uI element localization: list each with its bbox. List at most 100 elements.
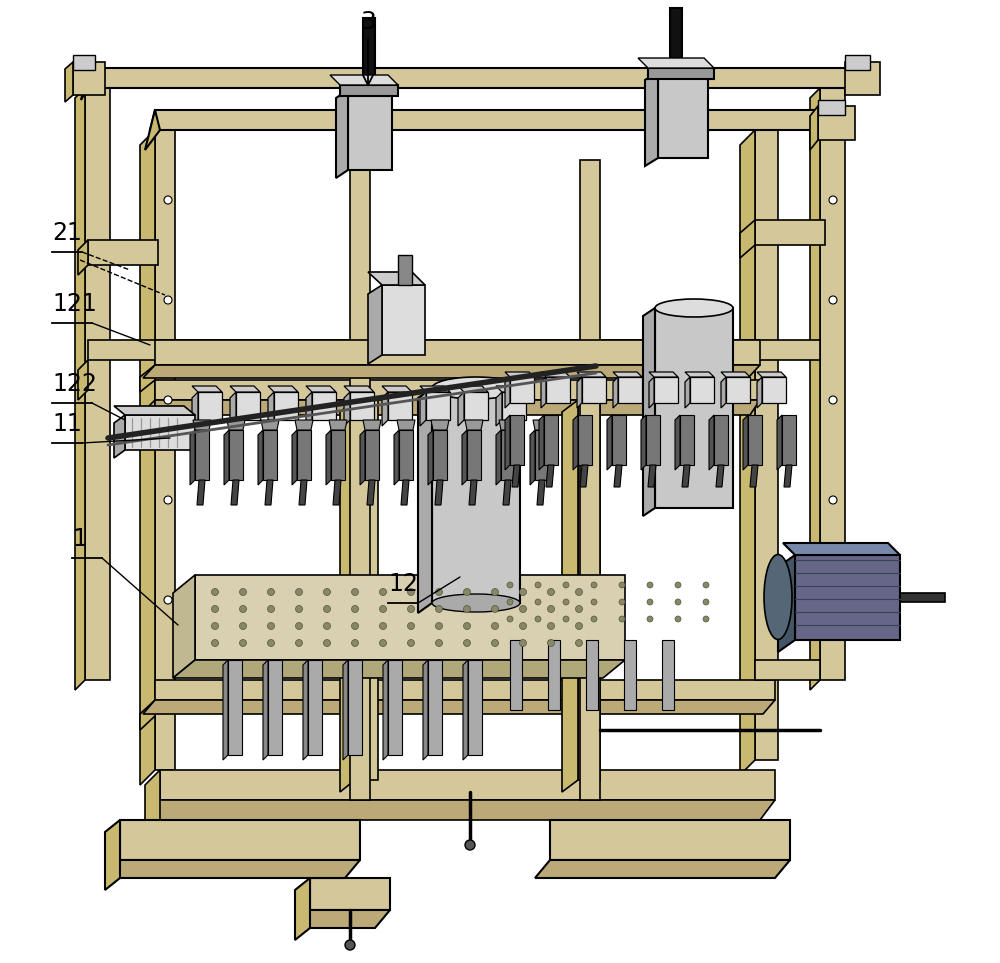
Polygon shape	[578, 415, 592, 465]
Text: 11: 11	[52, 412, 82, 436]
Polygon shape	[544, 415, 558, 465]
Polygon shape	[145, 800, 775, 820]
Polygon shape	[195, 575, 625, 660]
Polygon shape	[709, 415, 714, 470]
Polygon shape	[721, 377, 726, 408]
Polygon shape	[539, 415, 544, 470]
Polygon shape	[292, 430, 297, 485]
Circle shape	[520, 622, 526, 630]
Polygon shape	[618, 377, 642, 403]
Circle shape	[535, 582, 541, 588]
Polygon shape	[757, 372, 786, 377]
Polygon shape	[428, 660, 442, 755]
Circle shape	[268, 639, 274, 646]
Polygon shape	[333, 480, 341, 505]
Polygon shape	[467, 430, 481, 480]
Polygon shape	[580, 160, 600, 800]
Polygon shape	[173, 575, 195, 678]
Circle shape	[324, 588, 330, 595]
Circle shape	[268, 588, 274, 595]
Polygon shape	[535, 430, 549, 480]
Polygon shape	[340, 400, 355, 792]
Polygon shape	[458, 386, 488, 392]
Circle shape	[240, 606, 246, 612]
Polygon shape	[382, 386, 412, 392]
Polygon shape	[223, 660, 228, 760]
Polygon shape	[646, 415, 660, 465]
Polygon shape	[614, 465, 622, 487]
Circle shape	[240, 588, 246, 595]
Polygon shape	[562, 400, 578, 792]
Polygon shape	[468, 660, 482, 755]
Polygon shape	[230, 392, 236, 426]
Polygon shape	[420, 386, 450, 392]
Circle shape	[703, 599, 709, 605]
Polygon shape	[784, 465, 792, 487]
Circle shape	[212, 622, 218, 630]
Polygon shape	[114, 415, 125, 458]
Circle shape	[240, 639, 246, 646]
Circle shape	[829, 596, 837, 604]
Polygon shape	[505, 377, 510, 408]
Polygon shape	[331, 430, 345, 480]
Polygon shape	[398, 255, 412, 285]
Circle shape	[296, 606, 302, 612]
Circle shape	[268, 622, 274, 630]
Circle shape	[535, 599, 541, 605]
Circle shape	[212, 639, 218, 646]
Circle shape	[535, 616, 541, 622]
Circle shape	[647, 616, 653, 622]
Circle shape	[296, 588, 302, 595]
Text: 121: 121	[52, 292, 97, 316]
Polygon shape	[638, 58, 714, 68]
Polygon shape	[330, 75, 398, 85]
Polygon shape	[648, 68, 714, 79]
Polygon shape	[229, 430, 243, 480]
Polygon shape	[431, 420, 449, 430]
Polygon shape	[340, 85, 398, 96]
Circle shape	[408, 622, 415, 630]
Polygon shape	[505, 415, 510, 470]
Polygon shape	[73, 55, 95, 70]
Polygon shape	[388, 392, 412, 420]
Text: 21: 21	[52, 221, 82, 245]
Circle shape	[492, 606, 498, 612]
Polygon shape	[88, 340, 820, 360]
Polygon shape	[755, 660, 820, 680]
Polygon shape	[140, 365, 155, 392]
Polygon shape	[535, 860, 790, 878]
Circle shape	[576, 639, 582, 646]
Polygon shape	[268, 660, 282, 755]
Circle shape	[164, 596, 172, 604]
Polygon shape	[716, 465, 724, 487]
Polygon shape	[613, 377, 618, 408]
Circle shape	[324, 639, 330, 646]
Polygon shape	[306, 386, 336, 392]
Polygon shape	[350, 392, 374, 420]
Circle shape	[563, 599, 569, 605]
Polygon shape	[433, 430, 447, 480]
Polygon shape	[145, 770, 160, 835]
Ellipse shape	[655, 299, 733, 317]
Text: 12: 12	[388, 572, 418, 596]
Polygon shape	[648, 465, 656, 487]
Circle shape	[465, 840, 475, 850]
Polygon shape	[143, 365, 760, 378]
Ellipse shape	[432, 377, 520, 399]
Polygon shape	[227, 420, 245, 430]
Circle shape	[492, 622, 498, 630]
Polygon shape	[231, 480, 239, 505]
Polygon shape	[308, 660, 322, 755]
Polygon shape	[295, 910, 390, 928]
Polygon shape	[740, 130, 755, 775]
Circle shape	[507, 616, 513, 622]
Polygon shape	[533, 420, 551, 430]
Circle shape	[408, 606, 415, 612]
Polygon shape	[820, 88, 845, 680]
Circle shape	[464, 639, 471, 646]
Polygon shape	[310, 878, 390, 910]
Circle shape	[548, 622, 554, 630]
Polygon shape	[465, 420, 483, 430]
Polygon shape	[750, 465, 758, 487]
Polygon shape	[510, 640, 522, 710]
